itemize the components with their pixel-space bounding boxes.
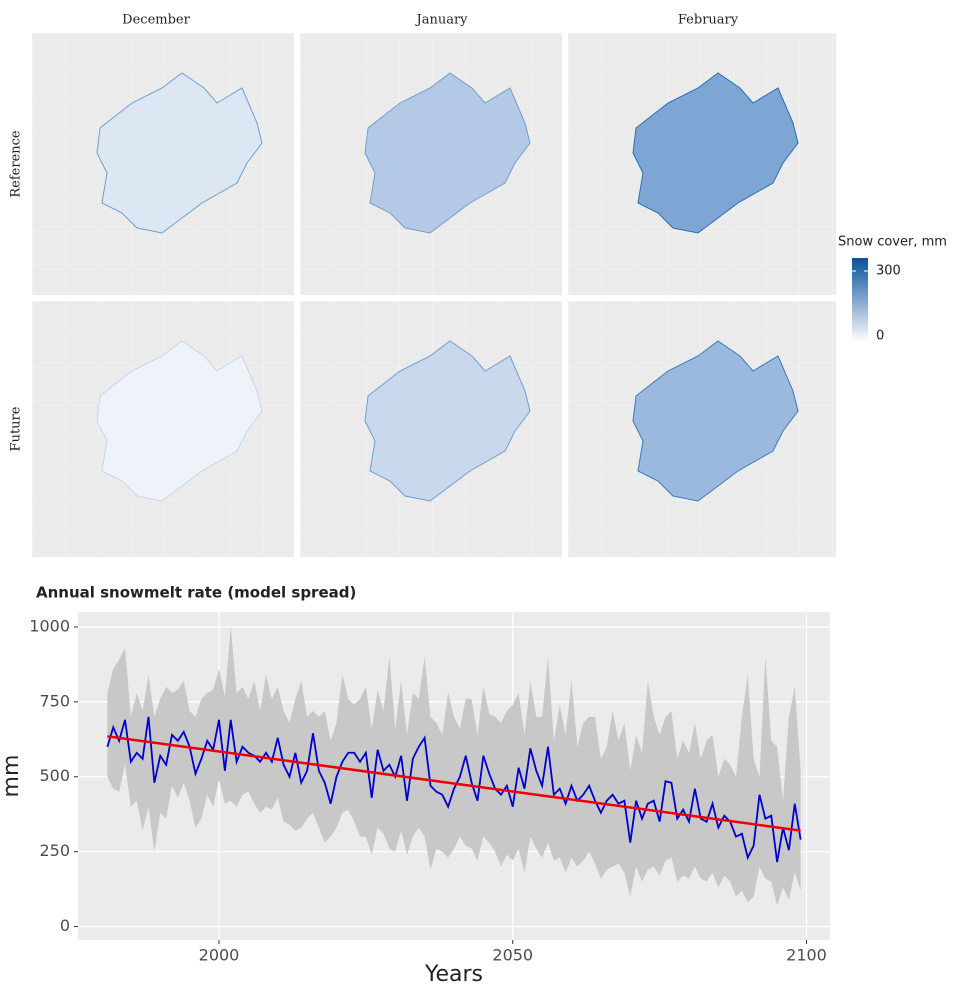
map-panel bbox=[32, 301, 294, 557]
map-panel bbox=[568, 301, 836, 557]
column-label: February bbox=[678, 13, 739, 28]
y-tick-label: 1000 bbox=[29, 616, 70, 635]
x-tick-label: 2100 bbox=[786, 946, 827, 965]
y-tick-label: 0 bbox=[60, 916, 70, 935]
chart-title: Annual snowmelt rate (model spread) bbox=[36, 584, 356, 602]
x-axis-label: Years bbox=[424, 962, 483, 986]
row-label: Reference bbox=[9, 130, 24, 198]
legend-tick-label: 300 bbox=[876, 264, 901, 279]
column-label: December bbox=[122, 13, 190, 28]
trend-line bbox=[107, 735, 801, 832]
spread-band bbox=[107, 626, 801, 906]
y-tick-label: 500 bbox=[39, 766, 70, 785]
column-label: January bbox=[414, 13, 468, 28]
x-tick-label: 2050 bbox=[492, 946, 533, 965]
legend-tick-label: 0 bbox=[876, 329, 884, 344]
row-label: Future bbox=[9, 406, 24, 451]
x-tick-label: 2000 bbox=[199, 946, 240, 965]
legend-colorbar bbox=[852, 258, 868, 343]
map-panels: December January February Reference Futu… bbox=[9, 13, 947, 557]
map-panel bbox=[32, 33, 294, 295]
map-panel bbox=[300, 301, 562, 557]
map-panel bbox=[568, 33, 836, 295]
y-tick-label: 250 bbox=[39, 841, 70, 860]
y-axis-label: mm bbox=[0, 755, 24, 798]
y-tick-label: 750 bbox=[39, 691, 70, 710]
map-panel bbox=[300, 33, 562, 295]
legend-title: Snow cover, mm bbox=[838, 235, 947, 250]
